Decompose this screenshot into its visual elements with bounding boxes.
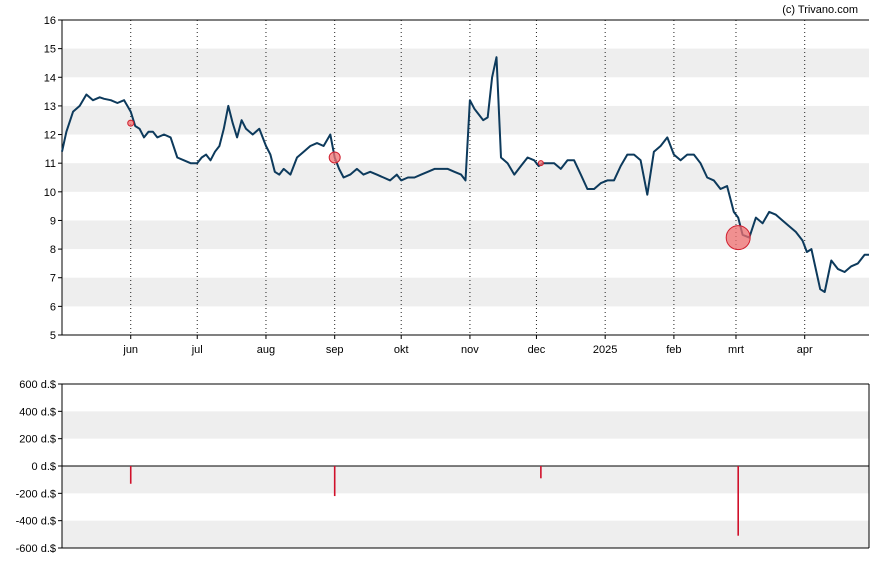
volume-band <box>62 411 869 439</box>
price-y-tick-label: 7 <box>50 273 56 285</box>
x-tick-label: jun <box>122 344 138 356</box>
x-tick-label: apr <box>797 344 813 356</box>
x-tick-label: okt <box>394 344 409 356</box>
volume-band <box>62 466 869 494</box>
credit-label: (c) Trivano.com <box>782 4 858 16</box>
insider-trade-marker <box>127 119 135 127</box>
insider-trade-marker <box>328 151 341 164</box>
volume-bars-layer <box>129 466 739 536</box>
x-axis-month-ticks: jun jul aug sep okt nov dec 2025 feb mrt apr <box>122 335 813 356</box>
insider-markers-layer <box>127 119 751 251</box>
price-y-tick-label: 14 <box>44 72 56 84</box>
price-panel-vertical-grid <box>130 20 806 335</box>
price-panel-axes <box>61 19 869 336</box>
price-y-tick-label: 10 <box>44 187 56 199</box>
x-tick-label: 2025 <box>593 344 617 356</box>
price-y-tick-label: 13 <box>44 101 56 113</box>
price-series-line <box>61 56 869 293</box>
volume-y-tick-label: -200 d.$ <box>16 488 56 500</box>
x-tick-label: aug <box>257 344 275 356</box>
volume-y-tick-label: -600 d.$ <box>16 543 56 555</box>
volume-y-axis-ticks: -600 d.$ -400 d.$ -200 d.$ 0 d.$ 200 d.$ 400 … <box>16 379 62 555</box>
volume-y-tick-label: -400 d.$ <box>16 516 56 528</box>
volume-panel-bands <box>62 411 869 548</box>
price-band <box>62 277 869 307</box>
x-tick-label: jul <box>191 344 203 356</box>
price-y-tick-label: 11 <box>45 158 56 170</box>
x-tick-label: sep <box>326 344 344 356</box>
price-band <box>62 105 869 135</box>
x-tick-label: feb <box>666 344 681 356</box>
insider-trade-marker <box>725 225 751 251</box>
price-band <box>62 48 869 78</box>
price-y-tick-label: 12 <box>44 130 56 142</box>
price-line-layer <box>61 56 869 293</box>
price-y-axis-ticks: 5 6 7 8 9 10 11 12 13 14 15 16 <box>44 15 62 342</box>
volume-y-tick-label: 400 d.$ <box>19 406 56 418</box>
volume-y-tick-label: 200 d.$ <box>19 434 56 446</box>
price-y-tick-label: 15 <box>44 44 56 56</box>
price-y-tick-label: 16 <box>44 15 56 27</box>
volume-y-tick-label: 0 d.$ <box>32 461 56 473</box>
volume-y-tick-label: 600 d.$ <box>19 379 56 391</box>
x-tick-label: nov <box>461 344 479 356</box>
price-y-tick-label: 8 <box>50 244 56 256</box>
volume-band <box>62 520 869 548</box>
x-tick-label: mrt <box>728 344 744 356</box>
x-tick-label: dec <box>528 344 546 356</box>
price-y-tick-label: 6 <box>50 301 56 313</box>
price-y-tick-label: 9 <box>50 215 56 227</box>
insider-trade-marker <box>537 160 544 167</box>
price-y-tick-label: 5 <box>50 330 56 342</box>
